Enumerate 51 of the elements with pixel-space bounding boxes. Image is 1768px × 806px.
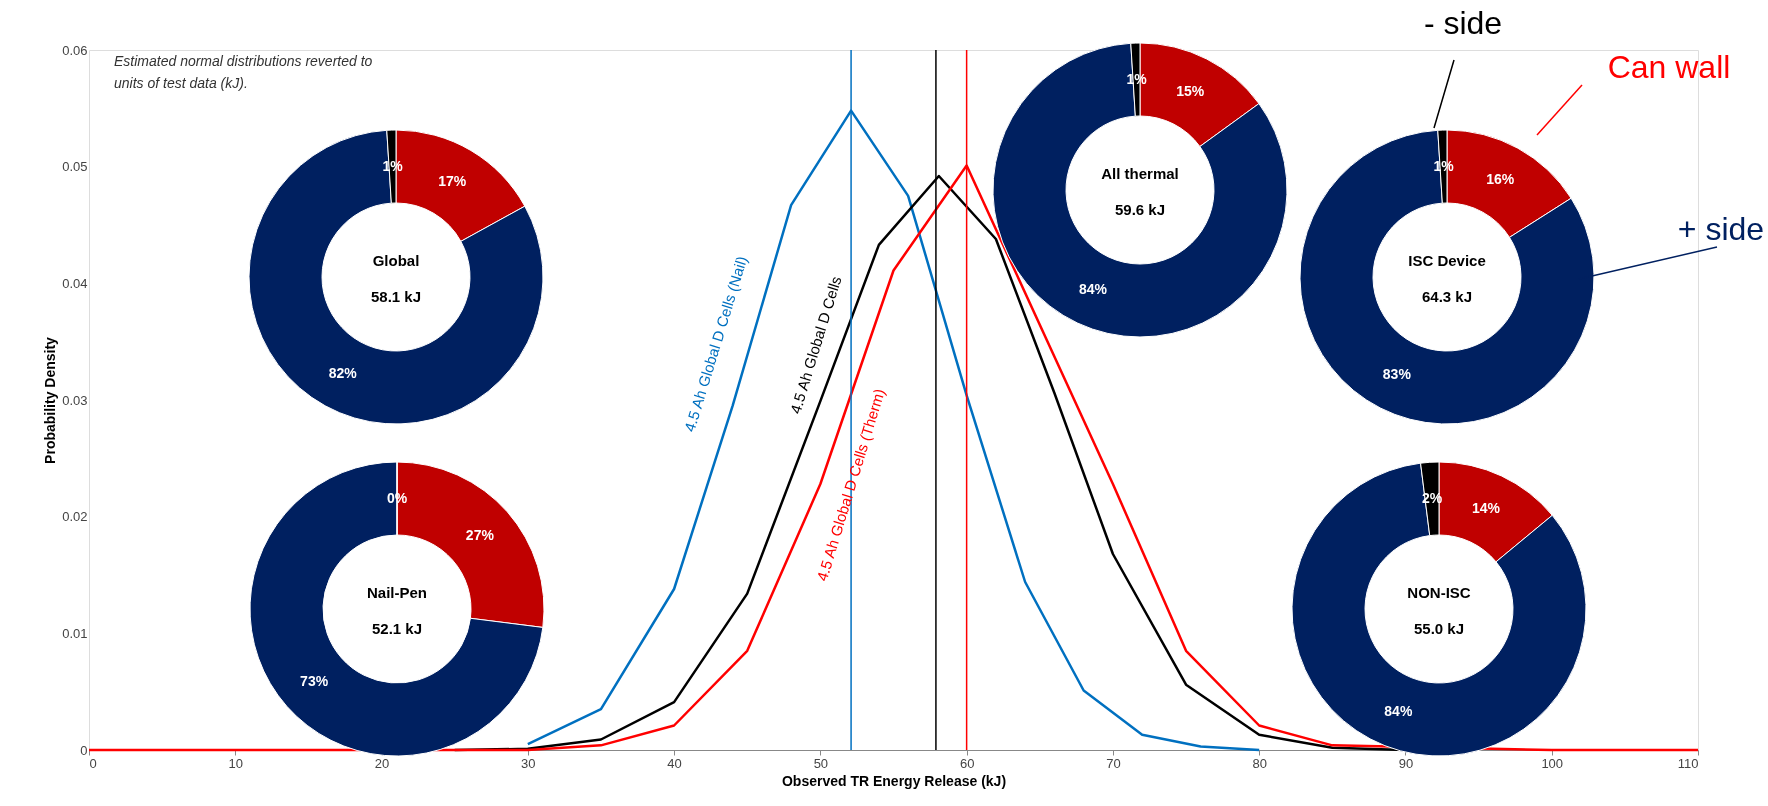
annotation: 4.5 Ah Global D Cells	[786, 274, 845, 416]
x-tick-label: 70	[1106, 755, 1121, 771]
data-label: 82%	[328, 364, 358, 381]
y-tick-label: 0.04	[62, 275, 88, 291]
annotation: 58.1 kJ	[370, 288, 422, 305]
annotation: 52.1 kJ	[371, 620, 423, 637]
x-tick-label: 90	[1398, 755, 1414, 771]
x-tick-label: 20	[374, 755, 390, 771]
y-tick-label: 0.05	[62, 159, 88, 175]
annotation: + side	[1677, 211, 1765, 247]
y-tick-label: 0	[80, 742, 88, 758]
annotation: Can wall	[1607, 49, 1731, 85]
text: 0%	[386, 489, 408, 506]
data-label: 27%	[465, 526, 495, 543]
text: - side	[1423, 5, 1503, 41]
text: All thermal	[1101, 165, 1179, 182]
data-label: 84%	[1384, 702, 1413, 719]
x-tick-label: 10	[228, 755, 244, 771]
annotation: 55.0 kJ	[1413, 620, 1465, 637]
y-tick-label: 0.06	[62, 42, 88, 58]
text: ISC Device	[1408, 252, 1486, 269]
annotation: 4.5 Ah Global D Cells (Nail)	[680, 254, 751, 434]
data-label: 83%	[1382, 366, 1412, 383]
donut-slice	[249, 461, 544, 757]
annotation: 64.3 kJ	[1421, 288, 1473, 305]
x-tick-label: 50	[813, 755, 829, 771]
data-label: 84%	[1078, 280, 1108, 297]
donut-slice	[248, 129, 544, 425]
text: Nail-Pen	[366, 584, 428, 601]
x-tick-label: 40	[667, 755, 682, 771]
data-label: 17%	[438, 172, 467, 189]
donut-slice	[1291, 462, 1587, 757]
annotation: 59.6 kJ	[1114, 201, 1166, 218]
y-tick-label: 0.02	[62, 509, 88, 525]
data-label: 73%	[300, 673, 329, 690]
data-label: 15%	[1176, 82, 1205, 99]
data-label: 14%	[1472, 500, 1501, 517]
x-tick-label: 60	[959, 755, 975, 771]
x-tick-label: 110	[1677, 755, 1699, 771]
y-tick-label: 0.01	[62, 625, 88, 641]
x-axis-title: Observed TR Energy Release (kJ)	[781, 772, 1007, 789]
text: NON-ISC	[1407, 584, 1471, 601]
x-tick-label: 100	[1541, 755, 1564, 771]
y-tick-label: 0.03	[62, 392, 88, 408]
x-tick-label: 30	[521, 755, 536, 771]
donut-slice	[992, 42, 1288, 338]
text: Global	[372, 252, 420, 269]
data-label: 16%	[1486, 171, 1515, 188]
y-axis-title: Probability Density	[42, 336, 59, 464]
annotation: Estimated normal distributions reverted to units of test data (kJ).	[114, 53, 373, 91]
x-tick-label: 80	[1252, 755, 1267, 771]
